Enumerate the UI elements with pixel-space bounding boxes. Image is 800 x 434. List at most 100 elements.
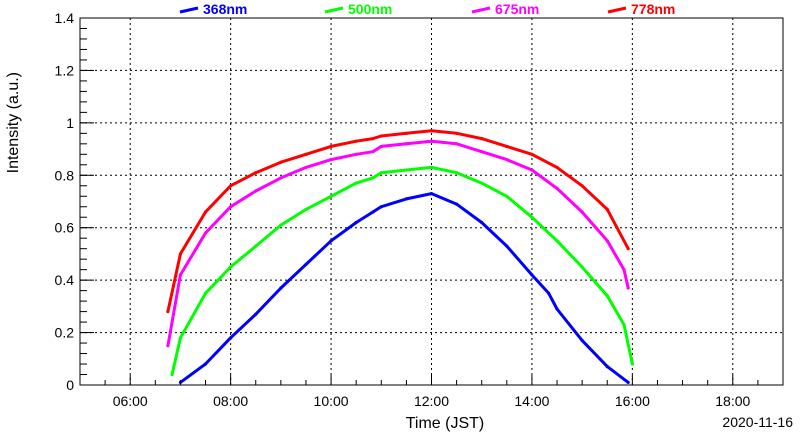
legend: 368nm 500nm 675nm 778nm <box>179 1 675 17</box>
data-point-500nm <box>530 215 534 219</box>
data-point-778nm <box>166 310 170 314</box>
x-tick-label: 08:00 <box>213 393 248 409</box>
data-point-675nm <box>622 268 626 272</box>
x-tick-label: 10:00 <box>314 393 349 409</box>
data-point-675nm <box>279 176 283 180</box>
data-point-368nm <box>480 220 484 225</box>
data-point-500nm <box>480 181 484 185</box>
legend-label: 368nm <box>203 1 247 17</box>
data-point-368nm <box>254 312 258 316</box>
data-point-675nm <box>530 168 534 172</box>
series-layer <box>166 129 634 384</box>
y-tick-label: 0.4 <box>55 272 75 288</box>
data-point-778nm <box>354 139 358 143</box>
data-point-500nm <box>279 223 283 227</box>
y-axis-title: Intensity (a.u.) <box>5 72 22 173</box>
date-label: 2020-11-16 <box>722 414 793 430</box>
data-point-368nm <box>555 307 559 311</box>
data-point-675nm <box>254 189 258 193</box>
data-point-675nm <box>480 150 484 154</box>
data-point-778nm <box>626 247 630 251</box>
data-point-368nm <box>229 336 233 340</box>
data-point-368nm <box>304 262 308 267</box>
data-point-675nm <box>404 142 408 146</box>
data-point-778nm <box>530 152 534 156</box>
data-point-500nm <box>254 244 258 248</box>
data-point-675nm <box>379 144 383 149</box>
data-point-675nm <box>371 150 375 154</box>
data-point-500nm <box>455 171 459 175</box>
series-line-778nm <box>166 129 630 312</box>
data-point-500nm <box>379 171 383 175</box>
y-tick-label: 0 <box>66 377 74 393</box>
data-point-500nm <box>605 294 609 298</box>
data-point-368nm <box>371 210 375 214</box>
legend-swatch <box>607 6 627 14</box>
data-point-675nm <box>605 239 609 243</box>
y-tick-label: 0.8 <box>55 167 75 183</box>
x-axis-title: Time (JST) <box>406 415 485 432</box>
data-point-368nm <box>505 244 509 248</box>
data-point-675nm <box>455 142 459 146</box>
data-point-500nm <box>630 362 634 366</box>
data-point-778nm <box>203 210 208 214</box>
series-line-500nm <box>170 165 634 375</box>
data-point-778nm <box>605 207 609 211</box>
plot-frame <box>79 17 784 386</box>
series-line-675nm <box>166 139 630 346</box>
data-point-778nm <box>455 131 459 135</box>
y-tick-label: 0.6 <box>55 220 75 236</box>
data-point-778nm <box>279 160 283 164</box>
series-line-368nm <box>179 192 630 384</box>
legend-label: 500nm <box>348 1 392 17</box>
data-point-500nm <box>555 239 559 243</box>
data-point-778nm <box>404 131 408 135</box>
data-point-675nm <box>304 165 308 170</box>
data-point-675nm <box>626 286 630 290</box>
data-point-675nm <box>178 273 183 277</box>
data-point-368nm <box>279 286 283 290</box>
x-tick-label: 18:00 <box>715 393 750 409</box>
data-point-675nm <box>429 139 434 143</box>
y-tick-label: 1.2 <box>55 62 75 78</box>
data-point-368nm <box>379 205 383 209</box>
data-point-675nm <box>580 210 584 214</box>
data-point-500nm <box>304 207 308 211</box>
data-point-778nm <box>371 136 375 141</box>
data-point-500nm <box>329 194 333 198</box>
data-point-675nm <box>229 205 233 209</box>
x-tick-label: 06:00 <box>113 393 148 409</box>
data-point-368nm <box>605 365 609 369</box>
x-tick-label: 12:00 <box>414 393 449 409</box>
data-point-675nm <box>166 344 170 348</box>
data-point-368nm <box>530 273 534 277</box>
data-point-778nm <box>379 134 383 138</box>
data-point-675nm <box>203 231 208 235</box>
data-point-368nm <box>203 362 208 366</box>
data-point-778nm <box>229 184 233 188</box>
data-point-778nm <box>505 144 509 149</box>
data-point-778nm <box>178 252 183 256</box>
data-point-500nm <box>178 336 183 340</box>
data-point-778nm <box>429 129 434 133</box>
data-point-368nm <box>329 239 333 243</box>
legend-label: 675nm <box>495 1 539 17</box>
data-point-500nm <box>622 323 626 327</box>
y-tick-label: 1.4 <box>55 10 75 26</box>
x-tick-label: 16:00 <box>615 393 650 409</box>
data-point-778nm <box>254 171 258 175</box>
y-tick-label: 1 <box>66 115 74 131</box>
data-point-778nm <box>580 184 584 188</box>
data-point-675nm <box>354 152 358 156</box>
data-point-368nm <box>455 202 459 206</box>
legend-swatch <box>179 6 199 14</box>
data-point-500nm <box>354 181 358 185</box>
data-point-778nm <box>480 136 484 141</box>
data-point-675nm <box>329 157 333 162</box>
data-point-368nm <box>429 192 434 196</box>
data-point-778nm <box>304 152 308 156</box>
data-point-778nm <box>329 144 333 149</box>
data-point-500nm <box>371 176 375 180</box>
axes: 06:00 08:00 10:00 12:00 14:00 16:00 18:00 0 0.2 0… <box>55 10 784 409</box>
x-tick-label: 14:00 <box>514 393 549 409</box>
